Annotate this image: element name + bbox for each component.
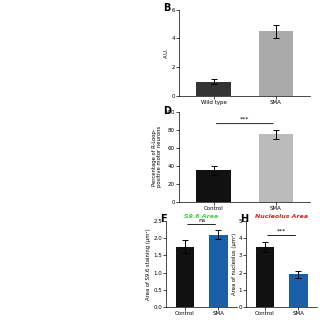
Text: H: H (240, 214, 248, 224)
Bar (289, 274, 308, 307)
Title: S9.6 Area: S9.6 Area (184, 214, 219, 219)
Y-axis label: Area of nucleolus (µm²): Area of nucleolus (µm²) (232, 233, 237, 295)
Bar (259, 134, 293, 202)
Text: ***: *** (240, 117, 250, 122)
Title: Nucleolus Area: Nucleolus Area (255, 214, 308, 219)
Text: D: D (163, 106, 171, 116)
Bar (209, 235, 228, 307)
Bar (256, 247, 274, 307)
Bar (196, 82, 231, 96)
Text: B: B (163, 3, 171, 13)
Bar (176, 247, 194, 307)
Y-axis label: A.U.: A.U. (164, 47, 170, 58)
Y-axis label: Percentage of R-Loop-
positive motor neurons: Percentage of R-Loop- positive motor neu… (152, 126, 163, 188)
Bar (259, 31, 293, 96)
Text: F: F (160, 214, 167, 224)
Text: ***: *** (277, 229, 286, 234)
Bar (196, 170, 231, 202)
Text: ns: ns (198, 218, 205, 223)
Y-axis label: Area of S9.6 staining (µm²): Area of S9.6 staining (µm²) (147, 228, 151, 300)
